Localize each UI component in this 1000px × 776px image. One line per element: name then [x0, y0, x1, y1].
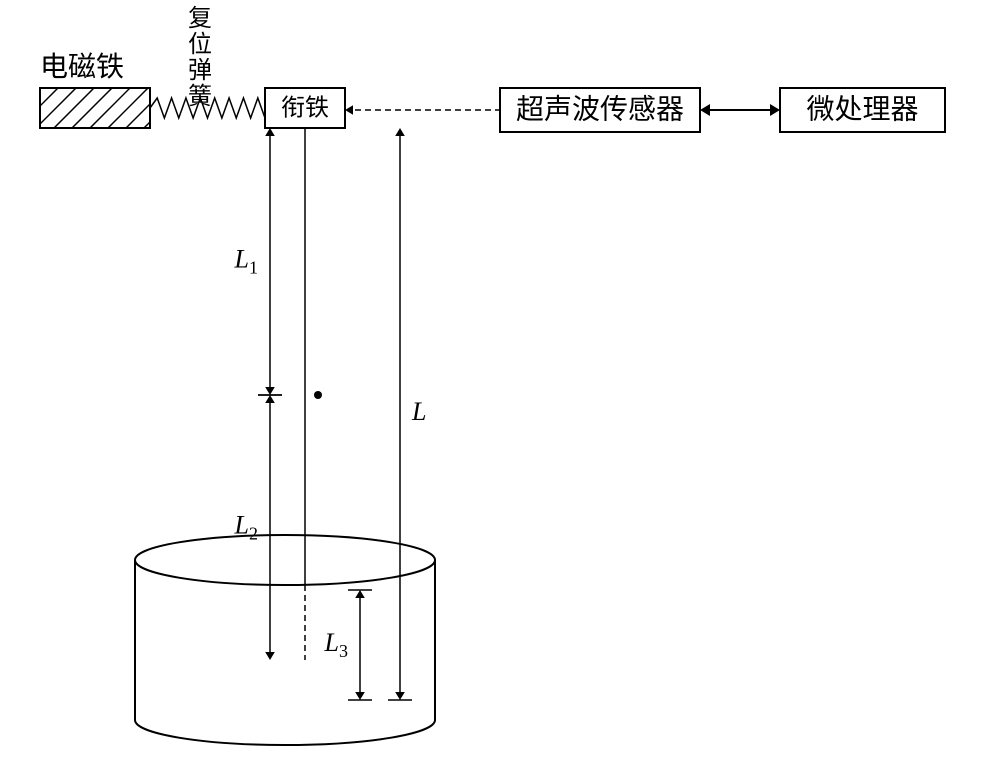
svg-text:L1: L1 [234, 245, 258, 278]
sensor-mcu-arrow-right [770, 104, 780, 116]
svg-text:位: 位 [188, 31, 212, 58]
ultrasonic-sensor-label: 超声波传感器 [516, 93, 684, 125]
svg-text:L: L [411, 397, 426, 426]
svg-text:弹: 弹 [188, 57, 212, 84]
armature-label: 衔铁 [281, 95, 329, 122]
electromagnet-label: 电磁铁 [40, 51, 124, 83]
microprocessor-label: 微处理器 [806, 93, 918, 125]
diagram-canvas: 电磁铁 复位弹簧 衔铁 超声波传感器 微处理器 L L1 L2 L3 [0, 0, 1000, 776]
sensor-mcu-arrow-left [700, 104, 710, 116]
svg-text:L3: L3 [324, 628, 348, 661]
electromagnet-block [0, 88, 220, 128]
dimension-L: L [388, 128, 426, 700]
midpoint-dot [314, 391, 322, 399]
svg-text:L2: L2 [234, 511, 258, 544]
svg-text:簧: 簧 [188, 83, 212, 110]
dimension-L2: L2 [234, 395, 282, 660]
svg-text:复: 复 [188, 5, 212, 32]
return-spring-label: 复位弹簧 [188, 5, 212, 110]
container-cylinder [135, 535, 435, 745]
sensor-to-armature-arrowhead [345, 105, 353, 115]
dimension-L1: L1 [234, 128, 282, 395]
dimension-L3: L3 [324, 590, 372, 700]
